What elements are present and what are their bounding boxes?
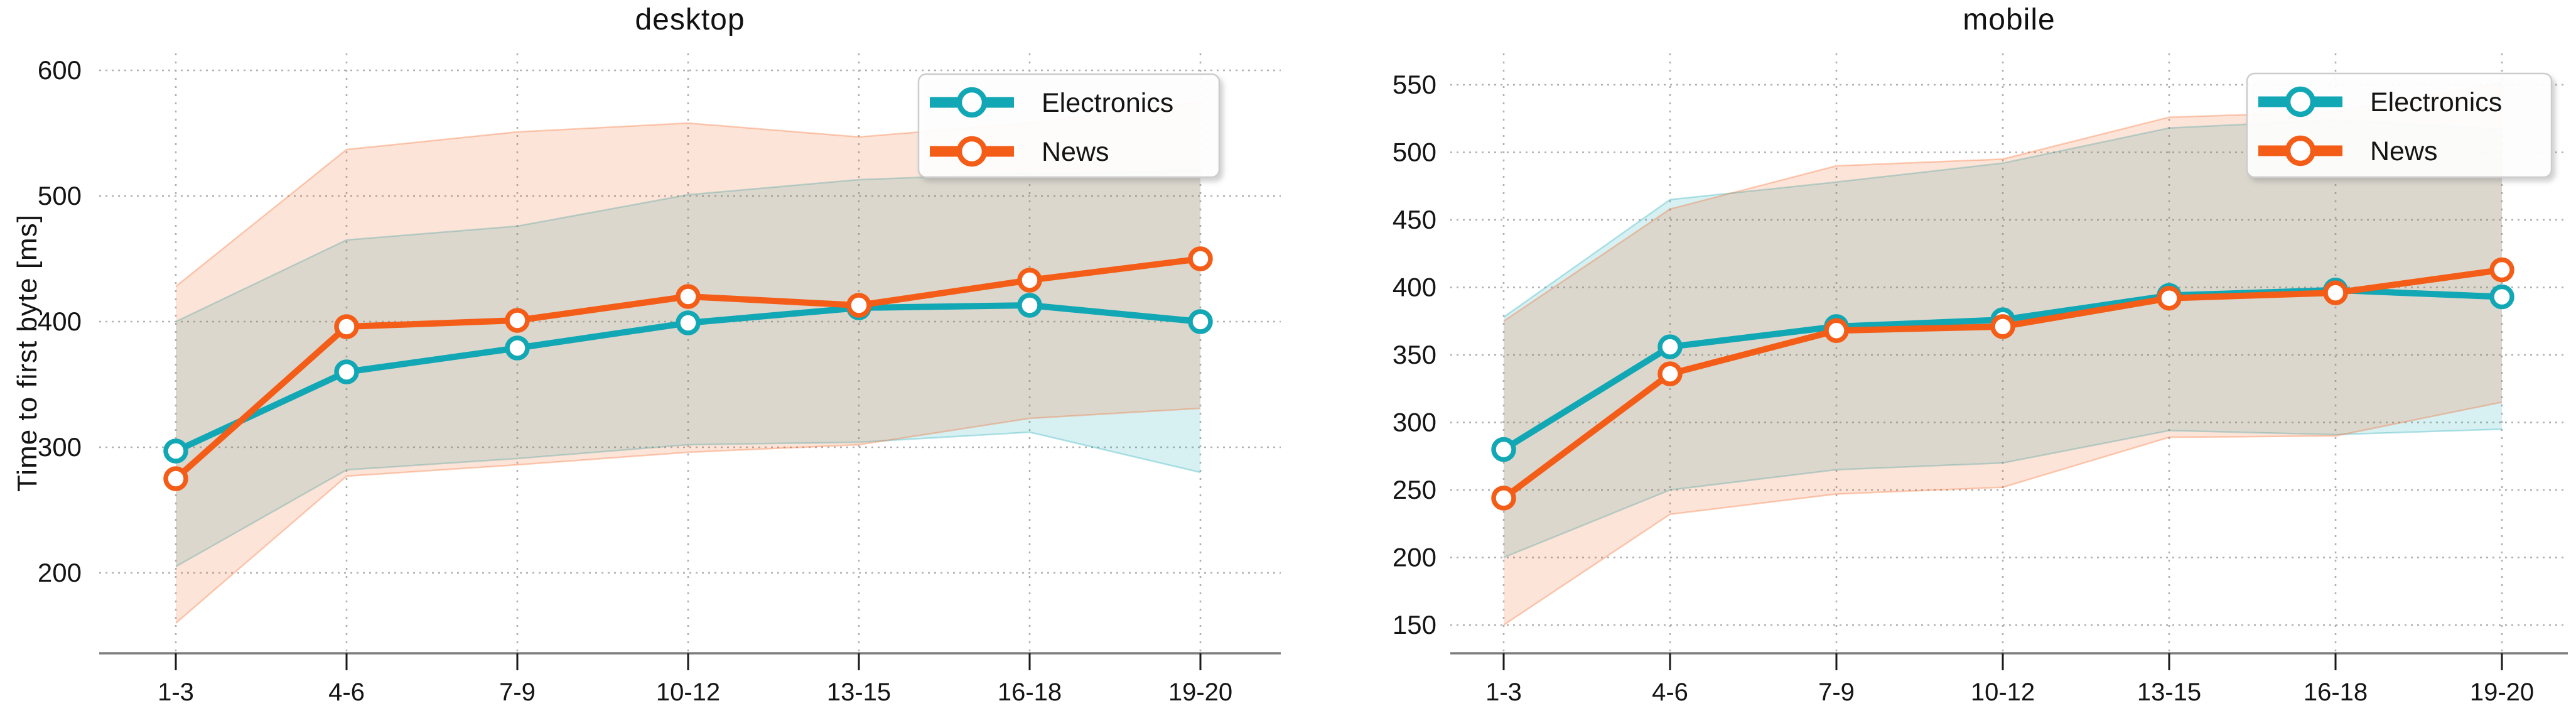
data-point-news-19-20 bbox=[1188, 246, 1213, 271]
data-point-news-10-12 bbox=[676, 284, 701, 309]
x-tick-label: 10-12 bbox=[656, 678, 720, 706]
y-tick-label: 450 bbox=[1393, 205, 1436, 234]
x-tick-label: 1-3 bbox=[158, 678, 194, 706]
x-tick-label: 4-6 bbox=[328, 678, 365, 706]
data-point-electronics-16-18 bbox=[1017, 293, 1042, 318]
y-tick-label: 200 bbox=[38, 558, 82, 587]
x-tick-label: 19-20 bbox=[2470, 678, 2534, 706]
y-tick-label: 200 bbox=[1393, 543, 1436, 572]
y-tick-label: 250 bbox=[1393, 475, 1436, 504]
x-tick-label: 10-12 bbox=[1971, 678, 2035, 706]
data-point-electronics-19-20 bbox=[1188, 309, 1213, 334]
x-tick-label: 7-9 bbox=[499, 678, 536, 706]
data-point-electronics-19-20 bbox=[2489, 284, 2514, 310]
band-lower-edge-electronics bbox=[1503, 428, 2503, 558]
data-point-news-7-9 bbox=[505, 308, 530, 333]
legend-label-news: News bbox=[2370, 136, 2438, 166]
data-point-electronics-4-6 bbox=[334, 359, 359, 384]
y-tick-label: 550 bbox=[1393, 70, 1436, 99]
y-tick-label: 150 bbox=[1393, 610, 1436, 639]
data-point-news-16-18 bbox=[2323, 280, 2348, 305]
x-tick-label: 13-15 bbox=[827, 678, 891, 706]
band-lower-edge-electronics bbox=[175, 431, 1201, 568]
data-point-electronics-7-9 bbox=[505, 335, 530, 361]
data-point-electronics-1-3 bbox=[1491, 437, 1516, 462]
data-point-news-10-12 bbox=[1990, 314, 2015, 339]
data-point-news-1-3 bbox=[1491, 486, 1516, 511]
x-tick-label: 16-18 bbox=[998, 678, 1062, 706]
band-lower-edge-news bbox=[1503, 401, 2503, 626]
chart-title-mobile: mobile bbox=[1963, 3, 2056, 36]
y-tick-label: 400 bbox=[1393, 273, 1436, 302]
legend-label-news: News bbox=[1042, 137, 1109, 167]
legend-marker-news bbox=[2285, 135, 2316, 166]
y-tick-label: 500 bbox=[1393, 138, 1436, 167]
y-tick-label: 400 bbox=[38, 307, 82, 336]
y-tick-label: 300 bbox=[1393, 408, 1436, 437]
legend-label-electronics: Electronics bbox=[1042, 88, 1173, 118]
data-point-news-16-18 bbox=[1017, 268, 1042, 293]
data-point-electronics-10-12 bbox=[676, 310, 701, 335]
data-point-news-13-15 bbox=[2157, 285, 2182, 311]
y-tick-label: 300 bbox=[38, 432, 82, 462]
legend-marker-electronics bbox=[2285, 86, 2316, 117]
y-axis-label: Time to first byte [ms] bbox=[12, 214, 43, 492]
data-point-electronics-1-3 bbox=[163, 438, 188, 464]
legend-marker-news bbox=[956, 136, 988, 167]
x-tick-label: 19-20 bbox=[1168, 678, 1232, 706]
confidence-band-electronics bbox=[176, 171, 1200, 567]
x-tick-label: 7-9 bbox=[1818, 678, 1855, 706]
data-point-news-13-15 bbox=[846, 293, 871, 318]
x-tick-label: 4-6 bbox=[1652, 678, 1688, 706]
x-tick-label: 16-18 bbox=[2304, 678, 2368, 706]
y-tick-label: 500 bbox=[38, 181, 82, 210]
band-lower-edge-news bbox=[175, 407, 1201, 624]
data-point-news-4-6 bbox=[334, 314, 359, 339]
confidence-band-news bbox=[176, 102, 1200, 623]
confidence-band-news bbox=[1504, 83, 2502, 626]
data-point-news-19-20 bbox=[2489, 257, 2514, 283]
y-tick-label: 350 bbox=[1393, 340, 1436, 369]
legend-marker-electronics bbox=[956, 87, 988, 118]
x-tick-label: 13-15 bbox=[2137, 678, 2201, 706]
x-tick-label: 1-3 bbox=[1485, 678, 1522, 706]
data-point-electronics-4-6 bbox=[1657, 334, 1683, 359]
data-point-news-4-6 bbox=[1657, 361, 1683, 386]
data-point-news-7-9 bbox=[1824, 318, 1849, 344]
y-tick-label: 600 bbox=[38, 55, 82, 85]
legend-label-electronics: Electronics bbox=[2370, 87, 2502, 117]
chart-title-desktop: desktop bbox=[635, 3, 745, 36]
data-point-news-1-3 bbox=[163, 466, 188, 491]
